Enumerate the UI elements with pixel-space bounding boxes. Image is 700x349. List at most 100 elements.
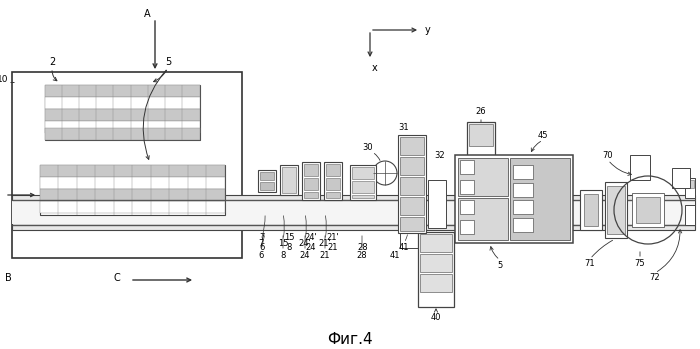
Text: y: y	[425, 25, 431, 35]
Bar	[513, 218, 533, 232]
Bar	[420, 274, 452, 292]
Bar	[45, 85, 200, 140]
Bar	[304, 178, 318, 190]
Bar	[513, 165, 533, 179]
Bar	[12, 195, 695, 230]
Bar	[45, 85, 200, 97]
Bar	[352, 195, 374, 198]
Bar	[686, 180, 694, 188]
Text: 7: 7	[259, 233, 265, 243]
Text: 2: 2	[49, 57, 55, 67]
Bar	[352, 167, 374, 179]
Bar	[460, 200, 474, 214]
Bar	[685, 205, 695, 225]
Text: 75: 75	[635, 260, 645, 268]
Bar	[460, 180, 474, 194]
Bar	[45, 97, 200, 109]
Text: 28: 28	[358, 244, 368, 252]
Bar	[40, 201, 225, 213]
Text: B: B	[5, 273, 12, 283]
Text: 6: 6	[259, 244, 265, 252]
Bar	[40, 189, 225, 201]
Text: 21: 21	[328, 244, 338, 252]
Text: 8: 8	[280, 252, 286, 260]
Bar	[398, 135, 426, 233]
Bar	[45, 128, 200, 140]
Bar	[326, 178, 340, 190]
Bar	[455, 155, 573, 243]
Bar	[428, 180, 446, 228]
Bar	[400, 217, 424, 231]
Text: 21': 21'	[318, 239, 331, 248]
Bar	[12, 201, 695, 224]
Bar	[607, 186, 625, 234]
Bar	[460, 220, 474, 234]
Text: 41: 41	[399, 244, 409, 252]
Bar	[685, 178, 695, 198]
Bar	[672, 168, 690, 188]
Bar	[260, 172, 274, 180]
Bar	[400, 177, 424, 195]
Bar	[302, 162, 320, 200]
Text: 8: 8	[286, 244, 292, 252]
Text: 24': 24'	[299, 239, 312, 248]
Bar	[40, 177, 225, 189]
Bar	[467, 122, 495, 184]
Bar	[40, 165, 225, 177]
Text: 30: 30	[363, 143, 373, 153]
Bar	[460, 160, 474, 174]
Bar	[400, 137, 424, 155]
Text: 24: 24	[300, 252, 310, 260]
Text: 45: 45	[538, 131, 548, 140]
Text: 24: 24	[306, 244, 316, 252]
Text: C: C	[113, 273, 120, 283]
Bar	[420, 254, 452, 272]
Text: 41: 41	[390, 251, 400, 260]
Text: 70: 70	[603, 150, 613, 159]
Bar	[605, 182, 627, 238]
Text: 28: 28	[357, 252, 368, 260]
Bar	[630, 155, 650, 180]
Text: 5: 5	[165, 57, 171, 67]
Bar	[304, 192, 318, 198]
Text: 24': 24'	[304, 233, 317, 243]
Bar	[304, 164, 318, 176]
Text: 15: 15	[278, 239, 288, 248]
Text: A: A	[144, 9, 150, 19]
Bar	[45, 109, 200, 121]
Text: 31: 31	[399, 124, 409, 133]
Text: 71: 71	[584, 260, 595, 268]
Bar	[258, 170, 276, 192]
Text: 40: 40	[430, 313, 441, 322]
Text: 15: 15	[284, 233, 294, 243]
Bar	[458, 158, 508, 196]
Bar	[632, 193, 664, 227]
Bar	[45, 121, 200, 133]
Bar	[400, 232, 418, 248]
Bar	[420, 234, 452, 252]
Bar	[40, 165, 225, 215]
Bar	[469, 124, 493, 146]
Bar	[636, 197, 660, 223]
Bar	[418, 232, 454, 307]
Text: 6: 6	[258, 252, 264, 260]
Text: 7: 7	[258, 239, 264, 248]
Bar	[580, 190, 602, 230]
Bar	[280, 165, 298, 195]
Bar	[352, 181, 374, 193]
Text: 72: 72	[650, 274, 660, 282]
Bar	[12, 72, 242, 258]
Text: 32: 32	[435, 150, 445, 159]
Bar	[510, 158, 570, 240]
Bar	[350, 165, 376, 200]
Text: 21': 21'	[327, 233, 340, 243]
Bar	[324, 162, 342, 200]
Bar	[458, 198, 508, 240]
Text: 26: 26	[476, 107, 486, 117]
Bar	[326, 164, 340, 176]
Bar	[400, 197, 424, 215]
Text: x: x	[372, 63, 378, 73]
Text: 10: 10	[0, 75, 8, 84]
Text: 5: 5	[498, 260, 503, 269]
Bar	[584, 194, 598, 226]
